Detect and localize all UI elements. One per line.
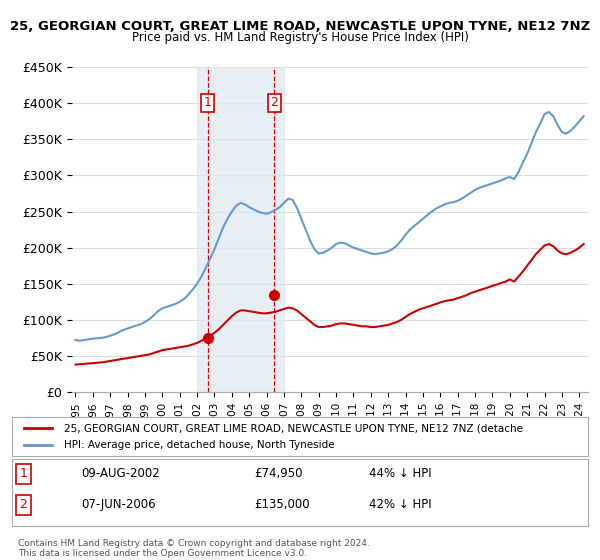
Text: 1: 1 [203, 96, 211, 109]
Text: 2: 2 [271, 96, 278, 109]
Text: 2: 2 [20, 498, 28, 511]
Text: 25, GEORGIAN COURT, GREAT LIME ROAD, NEWCASTLE UPON TYNE, NE12 7NZ (detache: 25, GEORGIAN COURT, GREAT LIME ROAD, NEW… [64, 423, 523, 433]
Text: £135,000: £135,000 [254, 498, 310, 511]
Text: 25, GEORGIAN COURT, GREAT LIME ROAD, NEWCASTLE UPON TYNE, NE12 7NZ: 25, GEORGIAN COURT, GREAT LIME ROAD, NEW… [10, 20, 590, 32]
Text: 42% ↓ HPI: 42% ↓ HPI [369, 498, 432, 511]
Text: 44% ↓ HPI: 44% ↓ HPI [369, 468, 432, 480]
Bar [197, 67, 284, 392]
Text: £74,950: £74,950 [254, 468, 302, 480]
Text: HPI: Average price, detached house, North Tyneside: HPI: Average price, detached house, Nort… [64, 440, 334, 450]
Text: 09-AUG-2002: 09-AUG-2002 [81, 468, 160, 480]
Text: 07-JUN-2006: 07-JUN-2006 [81, 498, 156, 511]
Text: Price paid vs. HM Land Registry's House Price Index (HPI): Price paid vs. HM Land Registry's House … [131, 31, 469, 44]
Text: Contains HM Land Registry data © Crown copyright and database right 2024.
This d: Contains HM Land Registry data © Crown c… [18, 539, 370, 558]
Text: 1: 1 [20, 468, 28, 480]
